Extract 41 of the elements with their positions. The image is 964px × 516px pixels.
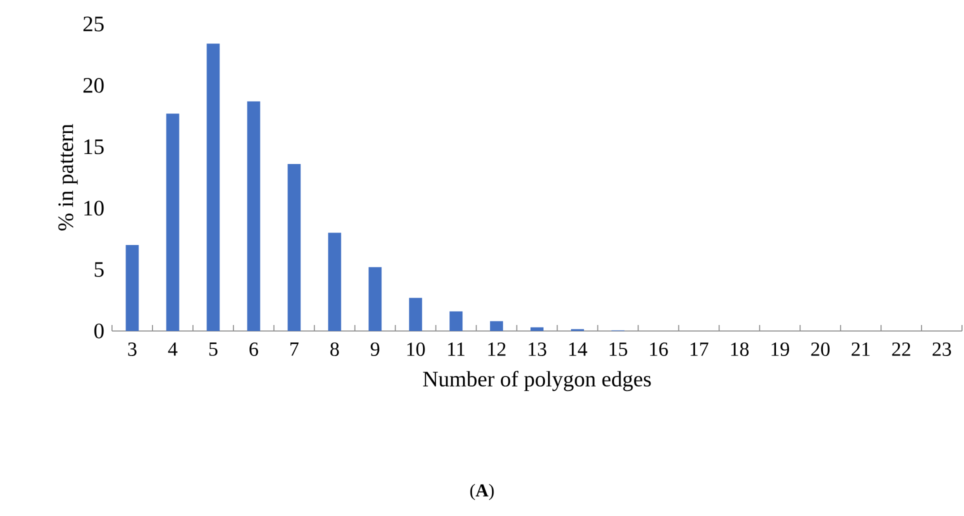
x-tick-label: 5 (209, 342, 218, 356)
x-tick-label: 22 (892, 342, 910, 356)
x-axis-title: Number of polygon edges (423, 370, 651, 392)
y-tick-label: 25 (83, 16, 104, 32)
bar (490, 321, 504, 331)
bar (247, 101, 260, 331)
bar (328, 232, 342, 331)
x-tick-label: 14 (569, 342, 588, 356)
bar (166, 114, 180, 331)
x-tick-label: 18 (731, 342, 749, 356)
x-tick-label: 10 (407, 342, 425, 356)
y-tick-label: 5 (94, 262, 104, 277)
x-tick-label: 3 (128, 342, 136, 356)
x-tick-label: 12 (488, 342, 506, 356)
y-tick-label: 20 (83, 78, 104, 93)
y-tick-label: 15 (84, 139, 104, 154)
x-tick-label: 4 (168, 342, 178, 356)
y-tick-label: 10 (84, 200, 104, 216)
bar (409, 298, 422, 331)
bar (206, 44, 220, 331)
x-tick-label: 11 (448, 342, 464, 356)
text: (A) (470, 484, 494, 500)
x-tick-label: 8 (330, 342, 339, 356)
x-tick-label: 13 (528, 342, 546, 356)
x-tick-label: 20 (811, 342, 830, 356)
x-tick-label: 21 (852, 342, 870, 356)
y-tick-label: 0 (94, 324, 104, 338)
x-tick-label: 16 (650, 342, 668, 356)
bar (288, 164, 301, 331)
bar (368, 267, 382, 331)
x-tick-label: 6 (250, 342, 258, 356)
y-axis-title: % in pattern (58, 124, 78, 230)
bar (530, 327, 544, 331)
x-tick-label: 7 (290, 342, 299, 356)
x-tick-label: 19 (772, 342, 790, 356)
x-tick-label: 17 (690, 342, 708, 356)
bar (450, 311, 463, 331)
bar (126, 245, 139, 331)
x-tick-label: 23 (932, 342, 951, 356)
x-tick-label: 9 (370, 342, 380, 356)
x-tick-label: 15 (610, 342, 628, 356)
